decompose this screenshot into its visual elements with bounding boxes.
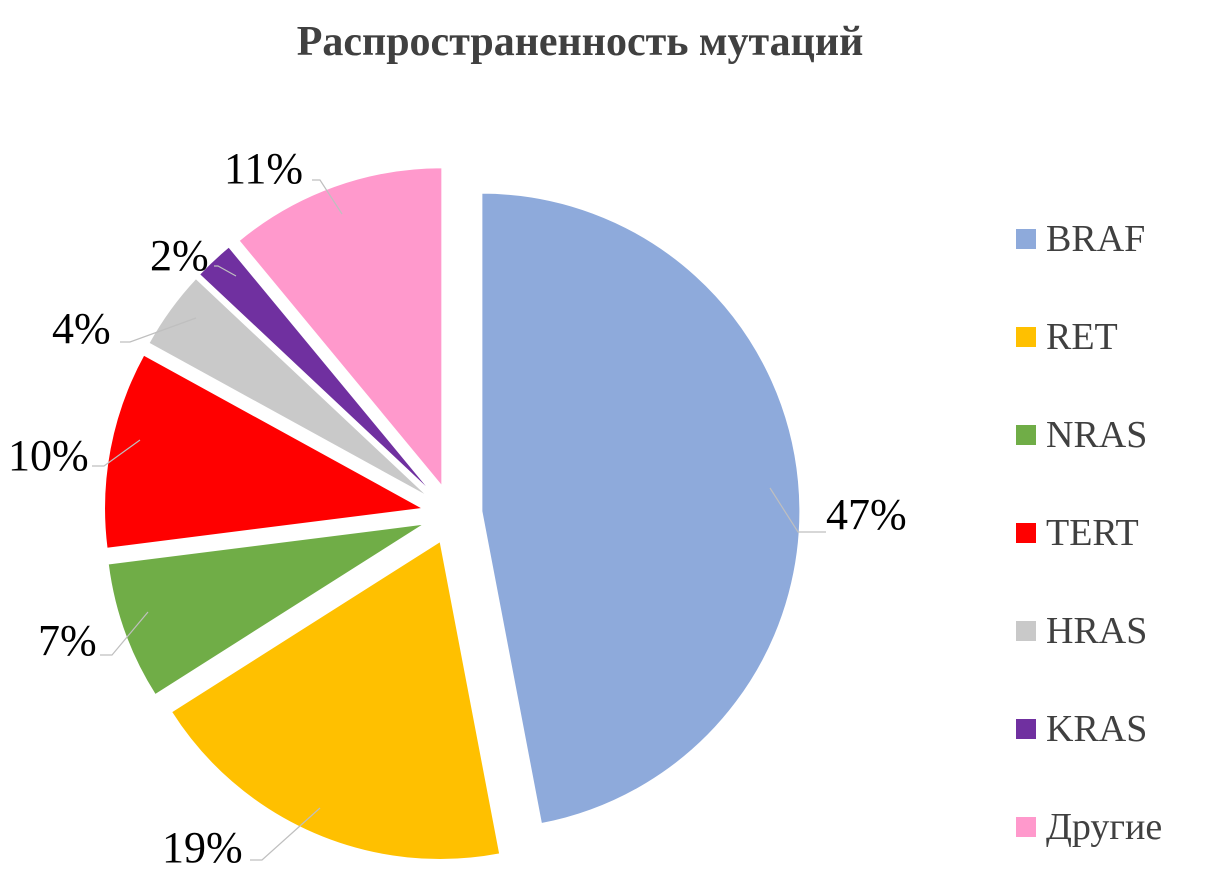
pie-slice-tert [104, 354, 425, 549]
legend-label: TERT [1046, 512, 1139, 554]
legend-label: Другие [1046, 806, 1163, 848]
data-label: 47% [826, 490, 907, 539]
legend-item: HRAS [1016, 582, 1162, 680]
leader-line [769, 487, 826, 533]
legend-label: RET [1046, 316, 1118, 358]
leader-lines [92, 179, 826, 861]
legend-swatch [1016, 327, 1036, 347]
legend-label: KRAS [1046, 708, 1148, 750]
legend-swatch [1016, 817, 1036, 837]
leader-line [92, 439, 141, 467]
legend-item: KRAS [1016, 680, 1162, 778]
data-label: 2% [150, 231, 209, 280]
leader-line [312, 179, 343, 215]
legend-swatch [1016, 719, 1036, 739]
data-label: 10% [8, 431, 89, 480]
leader-line [250, 807, 321, 861]
chart-title: Распространенность мутаций [296, 19, 864, 65]
legend-item: Другие [1016, 778, 1162, 876]
legend-swatch [1016, 229, 1036, 249]
legend: BRAF RET NRAS TERT HRAS KRAS Другие [1016, 190, 1162, 876]
legend-item: TERT [1016, 484, 1162, 582]
pie-slice-hras [148, 277, 429, 497]
leader-line [214, 265, 237, 277]
leader-line [120, 317, 197, 343]
legend-swatch [1016, 425, 1036, 445]
legend-item: BRAF [1016, 190, 1162, 288]
pie-slice-kras [198, 246, 432, 493]
legend-label: HRAS [1046, 610, 1148, 652]
legend-swatch [1016, 621, 1036, 641]
legend-item: RET [1016, 288, 1162, 386]
data-label: 19% [162, 823, 243, 872]
legend-item: NRAS [1016, 386, 1162, 484]
data-label: 4% [52, 304, 111, 353]
leader-line [100, 611, 149, 656]
pie-slice-ret [170, 540, 501, 861]
data-label: 11% [224, 144, 303, 193]
pie-slice-nras [107, 523, 425, 696]
data-labels: 47% 19% 7% 10% 4% 2% 11% [8, 144, 907, 872]
pie-slices [104, 167, 801, 861]
pie-slice-braf [481, 192, 801, 825]
data-label: 7% [38, 616, 97, 665]
legend-swatch [1016, 523, 1036, 543]
legend-label: NRAS [1046, 414, 1148, 456]
legend-label: BRAF [1046, 218, 1146, 260]
pie-slice-другие [238, 167, 443, 488]
